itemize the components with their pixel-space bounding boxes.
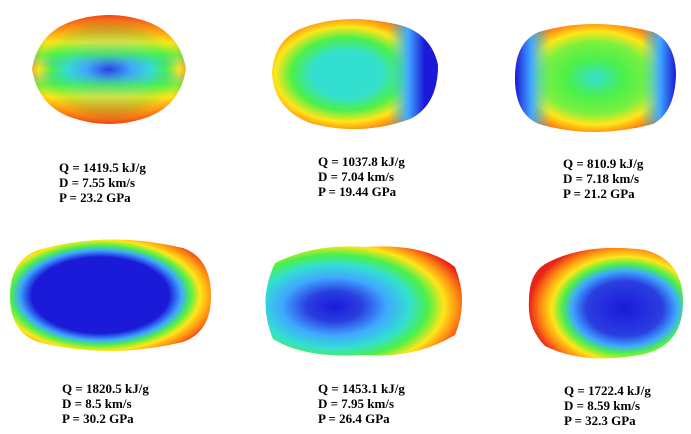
detonation-velocity: D = 7.04 km/s: [318, 169, 395, 184]
esp-map-2: [272, 19, 438, 130]
caption-6: Q = 1722.4 kJ/g D = 8.59 km/s P = 32.3 G…: [564, 383, 651, 428]
detonation-velocity: D = 8.59 km/s: [564, 398, 641, 413]
detonation-velocity: D = 8.5 km/s: [62, 396, 132, 411]
heat-of-detonation: Q = 1037.8 kJ/g: [318, 154, 405, 169]
heat-of-detonation: Q = 1419.5 kJ/g: [59, 160, 146, 175]
heat-of-detonation: Q = 1722.4 kJ/g: [564, 383, 651, 398]
heat-of-detonation: Q = 810.9 kJ/g: [563, 156, 644, 171]
detonation-velocity: D = 7.55 km/s: [59, 175, 136, 190]
heat-of-detonation: Q = 1820.5 kJ/g: [62, 381, 149, 396]
caption-4: Q = 1820.5 kJ/g D = 8.5 km/s P = 30.2 GP…: [62, 381, 149, 426]
detonation-pressure: P = 32.3 GPa: [564, 413, 636, 428]
detonation-pressure: P = 30.2 GPa: [62, 411, 134, 426]
detonation-pressure: P = 19.44 GPa: [318, 184, 397, 199]
esp-map-3: [515, 24, 676, 132]
esp-map-1: [32, 15, 186, 124]
caption-1: Q = 1419.5 kJ/g D = 7.55 km/s P = 23.2 G…: [59, 160, 146, 205]
heat-of-detonation: Q = 1453.1 kJ/g: [318, 381, 405, 396]
caption-2: Q = 1037.8 kJ/g D = 7.04 km/s P = 19.44 …: [318, 154, 405, 199]
caption-3: Q = 810.9 kJ/g D = 7.18 km/s P = 21.2 GP…: [563, 156, 643, 201]
esp-map-5: [265, 246, 462, 356]
detonation-velocity: D = 7.18 km/s: [563, 171, 640, 186]
caption-5: Q = 1453.1 kJ/g D = 7.95 km/s P = 26.4 G…: [318, 381, 405, 426]
esp-map-6: [528, 247, 683, 359]
detonation-pressure: P = 21.2 GPa: [563, 186, 635, 201]
detonation-velocity: D = 7.95 km/s: [318, 396, 395, 411]
detonation-pressure: P = 26.4 GPa: [318, 411, 390, 426]
esp-map-4: [10, 239, 211, 351]
detonation-pressure: P = 23.2 GPa: [59, 190, 131, 205]
